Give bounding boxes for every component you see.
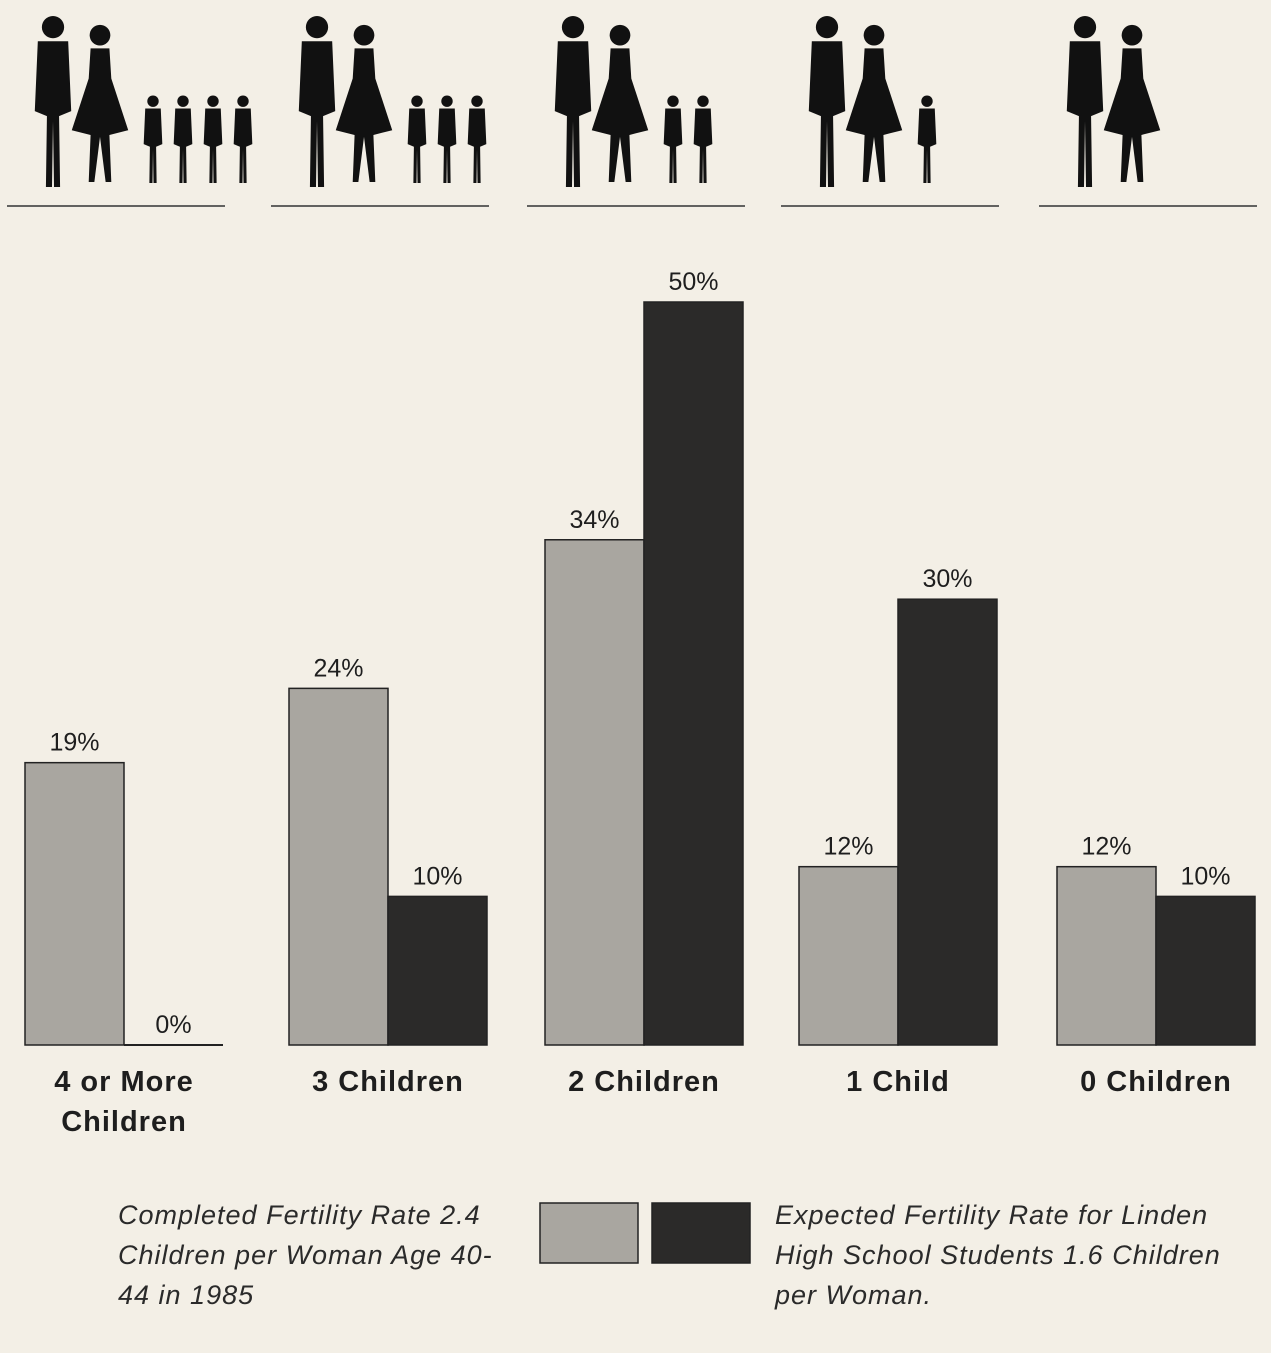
- silhouette-head: [411, 95, 423, 107]
- silhouette-body: [203, 108, 223, 183]
- value-label: 10%: [412, 862, 462, 890]
- silhouette-body: [1066, 41, 1104, 188]
- silhouette-head: [667, 95, 679, 107]
- silhouette-head: [471, 95, 483, 107]
- silhouette-head: [561, 16, 585, 39]
- value-label: 10%: [1180, 862, 1230, 890]
- silhouette-head: [41, 16, 65, 39]
- silhouette-head: [177, 95, 189, 107]
- silhouette-body: [143, 108, 163, 183]
- bar: [798, 865, 899, 1046]
- category-label: 1 Child: [846, 1066, 950, 1098]
- family-icon: [271, 16, 489, 207]
- value-label: 24%: [313, 654, 363, 682]
- silhouette-head: [207, 95, 219, 107]
- bar: [544, 539, 645, 1046]
- bar: [897, 598, 998, 1046]
- silhouette-head: [1121, 24, 1143, 46]
- silhouette-head: [609, 24, 631, 46]
- silhouette-body: [34, 41, 72, 188]
- family-icon: [527, 16, 745, 207]
- silhouette-body: [233, 108, 253, 183]
- silhouette-body: [298, 41, 336, 188]
- value-label: 30%: [922, 565, 972, 593]
- legend-label: Completed Fertility Rate 2.4 Children pe…: [118, 1200, 493, 1310]
- value-label: 34%: [569, 506, 619, 534]
- family-icon: [1039, 16, 1257, 207]
- silhouette-head: [697, 95, 709, 107]
- category-label: 4 or More Children: [54, 1066, 194, 1138]
- silhouette-head: [921, 95, 933, 107]
- bar: [24, 761, 125, 1046]
- silhouette-body: [437, 108, 457, 183]
- silhouette-body: [467, 108, 487, 183]
- value-label: 12%: [1081, 833, 1131, 861]
- silhouette-head: [237, 95, 249, 107]
- silhouette-head: [1073, 16, 1097, 39]
- bar: [1056, 865, 1157, 1046]
- silhouette-body: [663, 108, 683, 183]
- value-label: 50%: [668, 268, 718, 296]
- bar: [1155, 895, 1256, 1046]
- silhouette-body: [693, 108, 713, 183]
- bar: [643, 301, 744, 1046]
- silhouette-body: [845, 48, 903, 183]
- silhouette-body: [808, 41, 846, 188]
- category-label: 0 Children: [1080, 1066, 1232, 1098]
- silhouette-body: [173, 108, 193, 183]
- value-label: 0%: [155, 1011, 191, 1039]
- silhouette-body: [917, 108, 937, 183]
- value-label: 19%: [49, 729, 99, 757]
- category-label: 3 Children: [312, 1066, 464, 1098]
- silhouette-head: [89, 24, 111, 46]
- silhouette-head: [353, 24, 375, 46]
- family-icon: [7, 16, 253, 207]
- silhouette-body: [71, 48, 129, 183]
- silhouette-head: [441, 95, 453, 107]
- legend-swatch: [539, 1202, 639, 1264]
- family-icon: [781, 16, 999, 207]
- legend-swatch: [651, 1202, 751, 1264]
- bar: [288, 687, 389, 1046]
- silhouette-body: [591, 48, 649, 183]
- silhouette-head: [815, 16, 839, 39]
- legend-label: Expected Fertility Rate for Linden High …: [775, 1200, 1221, 1310]
- silhouette-body: [335, 48, 393, 183]
- silhouette-head: [863, 24, 885, 46]
- bar: [387, 895, 488, 1046]
- value-label: 12%: [823, 833, 873, 861]
- category-label: 2 Children: [568, 1066, 720, 1098]
- silhouette-head: [147, 95, 159, 107]
- silhouette-body: [407, 108, 427, 183]
- silhouette-head: [305, 16, 329, 39]
- silhouette-body: [1103, 48, 1161, 183]
- silhouette-body: [554, 41, 592, 188]
